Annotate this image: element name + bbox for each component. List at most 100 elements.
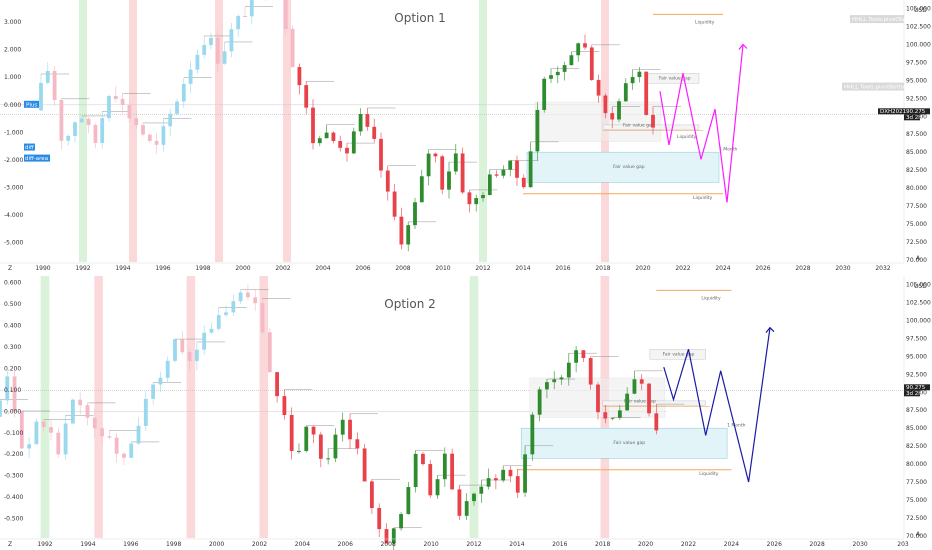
x-tick-label: 2006 — [338, 541, 353, 548]
candle-body — [297, 67, 302, 86]
pivot-bottom-label: HHLL Tools:pivotBottom — [844, 85, 910, 91]
candle-body — [481, 195, 485, 199]
price-tick-label: 100.000 — [906, 318, 931, 325]
price-tick-label: 87.500 — [906, 131, 927, 138]
projection-path — [663, 327, 771, 483]
price-tick-label: 87.500 — [906, 407, 927, 414]
candle-body — [365, 114, 370, 127]
candle-body — [369, 481, 374, 508]
candle-body — [92, 417, 97, 429]
candle-body — [209, 328, 214, 333]
candle-body — [583, 43, 587, 48]
candle-body — [41, 421, 46, 428]
candle-body — [450, 453, 455, 490]
osc-tick-label: 3.000 — [4, 19, 21, 26]
x-tick-label: 1992 — [37, 541, 52, 548]
candle-body — [86, 118, 91, 125]
osc-tick-label: 0.500 — [4, 301, 21, 308]
candle-body — [70, 399, 75, 424]
candle-body — [508, 160, 513, 170]
price-tick-label: 72.500 — [906, 515, 927, 522]
fvg-small-box — [649, 349, 706, 360]
candle-body — [501, 169, 506, 176]
candle-body — [574, 350, 579, 363]
candle-body — [114, 437, 119, 454]
session-band-3 — [283, 0, 291, 262]
candle-body — [596, 79, 601, 96]
a-label: A — [916, 531, 921, 538]
candle-body — [493, 478, 498, 481]
x-tick-label: 2006 — [355, 265, 370, 272]
x-tick-label: 2010 — [435, 265, 450, 272]
candle-body — [372, 126, 377, 139]
price-tick-label: 80.000 — [906, 461, 927, 468]
price-tick-label: 72.500 — [906, 239, 927, 246]
candle-body — [453, 153, 458, 172]
candle-body — [73, 122, 77, 136]
price-tag-text: 90.275 — [906, 385, 926, 391]
pivot-top-tag — [850, 15, 904, 24]
candle-body — [528, 151, 533, 188]
candle-body — [249, 0, 254, 17]
countdown-tag — [904, 390, 920, 397]
diff-tag — [24, 143, 35, 151]
candle-body — [384, 529, 389, 544]
x-tick-label: 2020 — [638, 541, 653, 548]
candle-body — [158, 377, 163, 385]
candle-body — [603, 95, 608, 114]
candle-body — [542, 78, 547, 110]
x-tick-label: 2022 — [681, 541, 696, 548]
candle-body — [49, 427, 53, 433]
x-tick-label: 1998 — [166, 541, 181, 548]
countdown-tag — [904, 114, 920, 121]
candle-body — [275, 372, 279, 397]
projection-arrowhead — [738, 43, 748, 50]
x-tick-label: 1990 — [35, 265, 50, 272]
osc-tick-label: 1.000 — [4, 74, 21, 81]
x-tick-label: 2014 — [509, 541, 524, 548]
candle-body — [331, 132, 336, 141]
candle-body — [56, 432, 61, 455]
fvg-large-box — [520, 427, 728, 459]
price-tick-label: 75.000 — [906, 221, 927, 228]
candle-body — [12, 376, 17, 412]
candle-body — [625, 393, 630, 411]
pivot-top-label: HHLL Tools:pivotTop — [852, 17, 907, 23]
candle-body — [637, 71, 642, 78]
candle-body — [246, 292, 250, 298]
candle-body — [78, 399, 83, 406]
candle-body — [63, 423, 68, 455]
candle-body — [136, 425, 141, 444]
candle-body — [27, 444, 32, 449]
candle-body — [231, 301, 236, 313]
session-band-2 — [215, 0, 223, 262]
price-tick-label: 95.000 — [906, 353, 927, 360]
candle-body — [419, 176, 424, 203]
osc-tick-label: -3.000 — [4, 185, 24, 192]
osc-tick-label: -1.000 — [4, 129, 24, 136]
x-tick-label: 2016 — [552, 541, 567, 548]
price-tick-label: 92.500 — [906, 371, 927, 378]
candle-body — [161, 126, 166, 145]
candle-body — [385, 170, 390, 192]
candle-body — [290, 28, 295, 68]
candle-body — [588, 358, 593, 385]
candle-body — [340, 419, 345, 435]
osc-tick-label: 0.400 — [4, 322, 21, 329]
gray-zone — [534, 101, 662, 142]
fvg-small-label: Fair value gap — [663, 352, 695, 358]
candle-body — [562, 65, 567, 72]
session-band-2 — [186, 276, 196, 538]
candle-body — [283, 0, 288, 29]
price-tick-label: 102.500 — [906, 24, 931, 31]
candle-body — [267, 332, 272, 373]
x-tick-label: 2000 — [209, 541, 224, 548]
month-label: 1 Month — [719, 147, 738, 153]
session-band-4 — [469, 276, 479, 538]
candle-body — [79, 118, 84, 123]
candle-body — [566, 362, 571, 378]
candle-body — [549, 75, 553, 79]
candle-body — [457, 489, 462, 516]
candle-body — [358, 114, 363, 132]
x-tick-label: 2008 — [381, 541, 396, 548]
